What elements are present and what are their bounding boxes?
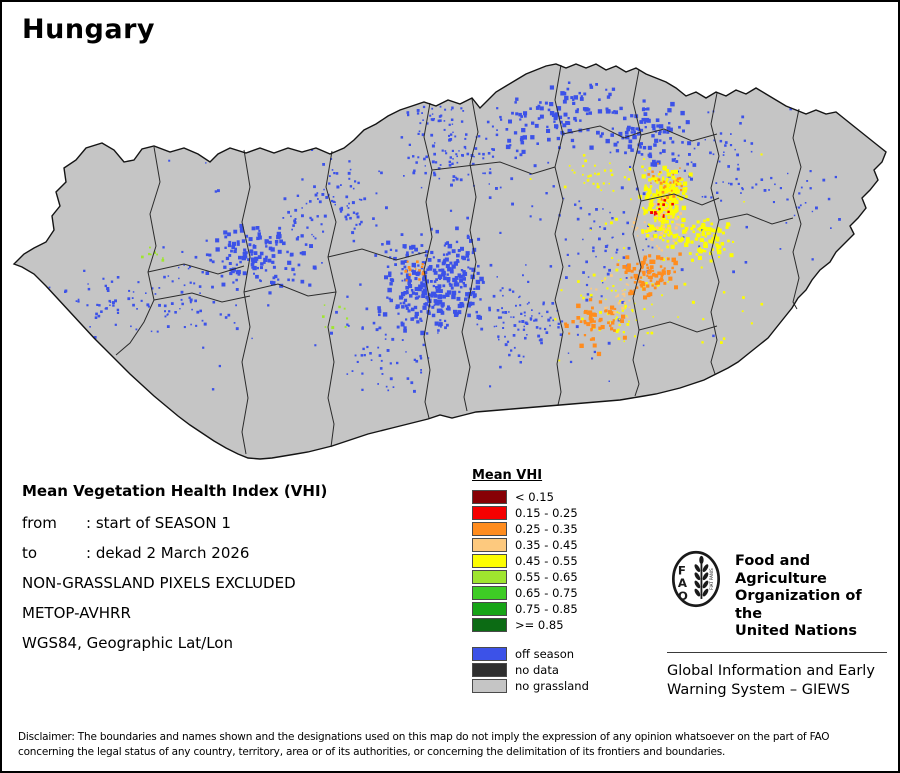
legend-row: 0.25 - 0.35 <box>472 521 589 537</box>
country-outline <box>12 63 887 460</box>
info-to-value: : dekad 2 March 2026 <box>86 544 250 562</box>
legend-label: 0.35 - 0.45 <box>515 538 578 552</box>
legend-row: 0.45 - 0.55 <box>472 553 589 569</box>
fao-logo: F A O FIAT PANIS <box>671 550 721 608</box>
legend-swatch <box>472 522 507 536</box>
info-from-value: : start of SEASON 1 <box>86 514 231 532</box>
fao-org-line: United Nations <box>735 623 857 639</box>
legend-row: no grassland <box>472 678 589 694</box>
legend-label: 0.15 - 0.25 <box>515 506 578 520</box>
fao-letter: O <box>678 589 688 603</box>
fao-letter: F <box>678 563 686 577</box>
legend-swatch <box>472 554 507 568</box>
page-title: Hungary <box>22 14 156 45</box>
legend-row: 0.75 - 0.85 <box>472 601 589 617</box>
fao-motto: FIAT PANIS <box>709 568 714 590</box>
legend-swatch <box>472 538 507 552</box>
info-heading: Mean Vegetation Health Index (VHI) <box>22 482 328 500</box>
legend-label: 0.75 - 0.85 <box>515 602 578 616</box>
legend-swatch <box>472 570 507 584</box>
info-row-projection: WGS84, Geographic Lat/Lon <box>22 634 233 652</box>
legend-gap <box>472 633 589 646</box>
fao-org-line: Organization of the <box>735 588 862 622</box>
legend-label: off season <box>515 647 575 661</box>
legend-label: 0.45 - 0.55 <box>515 554 578 568</box>
giews-line: Warning System – GIEWS <box>667 681 850 698</box>
fao-org-name: Food and Agriculture Organization of the… <box>735 550 887 641</box>
hungary-vhi-map <box>12 63 887 460</box>
info-row-sensor: METOP-AVHRR <box>22 604 131 622</box>
legend-label: no data <box>515 663 559 677</box>
legend-label: < 0.15 <box>515 490 554 504</box>
info-row-from: from : start of SEASON 1 <box>22 508 327 538</box>
legend-swatch <box>472 602 507 616</box>
fao-letter: A <box>678 576 688 590</box>
map-info-block: Mean Vegetation Health Index (VHI) from … <box>22 474 327 658</box>
legend-label: 0.25 - 0.35 <box>515 522 578 536</box>
legend-row: 0.15 - 0.25 <box>472 505 589 521</box>
country-shape <box>14 64 886 459</box>
legend-row: 0.55 - 0.65 <box>472 569 589 585</box>
legend-label: 0.65 - 0.75 <box>515 586 578 600</box>
legend: Mean VHI < 0.15 0.15 - 0.25 0.25 - 0.35 … <box>472 468 589 694</box>
fao-block: F A O FIAT PANIS Food and Agriculture Or… <box>667 550 887 700</box>
legend-swatch <box>472 618 507 632</box>
legend-row: 0.65 - 0.75 <box>472 585 589 601</box>
legend-label: >= 0.85 <box>515 618 564 632</box>
legend-swatch <box>472 663 507 677</box>
legend-row: < 0.15 <box>472 489 589 505</box>
legend-swatch <box>472 647 507 661</box>
legend-label: 0.55 - 0.65 <box>515 570 578 584</box>
info-to-label: to <box>22 544 38 562</box>
legend-row: no data <box>472 662 589 678</box>
legend-swatch <box>472 506 507 520</box>
info-from-label: from <box>22 514 57 532</box>
legend-row: >= 0.85 <box>472 617 589 633</box>
legend-swatch <box>472 679 507 693</box>
legend-title: Mean VHI <box>472 468 543 483</box>
county-boundaries <box>115 64 802 455</box>
legend-swatch <box>472 490 507 504</box>
disclaimer-line: Disclaimer: The boundaries and names sho… <box>18 731 830 743</box>
disclaimer: Disclaimer: The boundaries and names sho… <box>18 730 830 760</box>
info-row-exclusion: NON-GRASSLAND PIXELS EXCLUDED <box>22 574 296 592</box>
info-row-to: to : dekad 2 March 2026 <box>22 538 327 568</box>
disclaimer-line: concerning the legal status of any count… <box>18 746 726 758</box>
legend-swatch <box>472 586 507 600</box>
legend-row: 0.35 - 0.45 <box>472 537 589 553</box>
fao-org-line: Food and Agriculture <box>735 553 827 587</box>
giews-name: Global Information and Early Warning Sys… <box>667 662 887 700</box>
legend-label: no grassland <box>515 679 589 693</box>
fao-header: F A O FIAT PANIS Food and Agriculture Or… <box>667 550 887 641</box>
fao-divider <box>667 651 887 653</box>
giews-line: Global Information and Early <box>667 662 875 679</box>
legend-row: off season <box>472 646 589 662</box>
